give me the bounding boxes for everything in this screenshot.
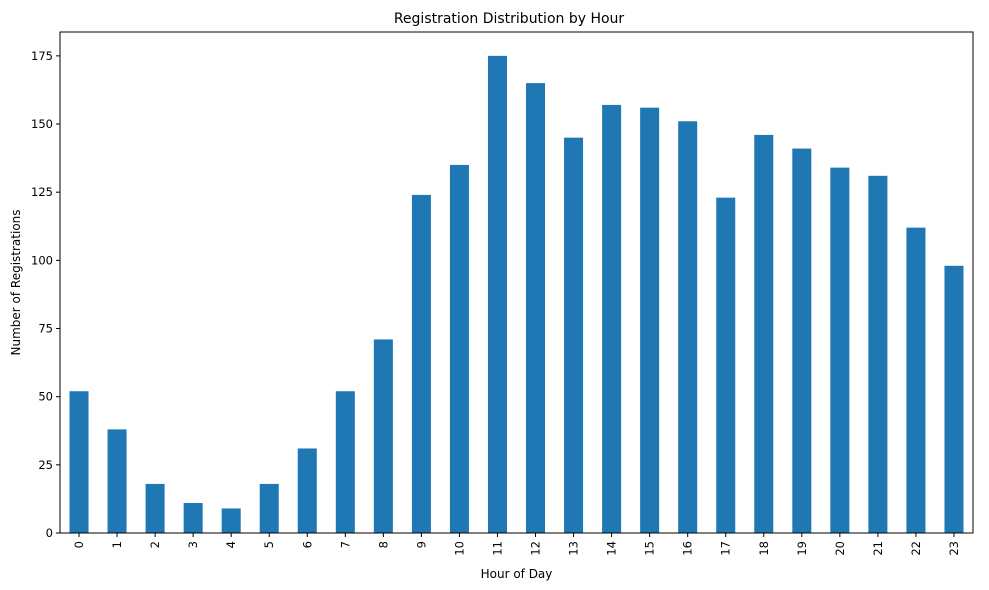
- bar-hour-6: [297, 448, 317, 533]
- x-tick-label: 12: [529, 541, 543, 556]
- y-axis-label: Number of Registrations: [9, 209, 23, 355]
- x-axis: 0 1 2 3 4 5 6 7 8 9 10 11 12 13 14 15 16 17 18 19 20 21 22 23: [72, 533, 961, 556]
- x-tick-label: 10: [452, 541, 466, 556]
- y-tick-label: 75: [38, 322, 53, 336]
- x-tick-label: 13: [567, 541, 581, 556]
- x-tick-label: 15: [643, 541, 657, 556]
- bar-hour-2: [145, 483, 165, 533]
- x-tick-label: 14: [605, 541, 619, 556]
- bar-hour-16: [678, 121, 698, 533]
- bars-group: [69, 55, 964, 534]
- bar-hour-14: [602, 104, 622, 534]
- x-tick-label: 9: [414, 541, 428, 548]
- x-axis-label: Hour of Day: [481, 567, 553, 581]
- bar-hour-23: [944, 265, 964, 533]
- x-tick-label: 8: [376, 541, 390, 548]
- bar-hour-22: [906, 227, 926, 533]
- bar-hour-21: [868, 175, 888, 533]
- bar-hour-1: [107, 429, 127, 533]
- chart-title: Registration Distribution by Hour: [394, 11, 625, 27]
- bar-hour-3: [183, 503, 203, 533]
- x-tick-label: 18: [757, 541, 771, 556]
- x-tick-label: 11: [490, 541, 504, 556]
- bar-hour-5: [259, 483, 279, 533]
- bar-hour-11: [487, 55, 507, 534]
- x-tick-label: 2: [148, 541, 162, 548]
- x-tick-label: 7: [338, 541, 352, 548]
- x-tick-label: 4: [224, 541, 238, 548]
- x-tick-label: 3: [186, 541, 200, 548]
- bar-hour-19: [792, 148, 812, 533]
- x-tick-label: 0: [72, 541, 86, 548]
- y-tick-label: 25: [38, 458, 53, 472]
- y-axis: 0 25 50 75 100 125 150 175: [31, 49, 60, 540]
- y-tick-label: 175: [31, 49, 53, 63]
- bar-hour-13: [564, 137, 584, 533]
- bar-hour-8: [373, 339, 393, 533]
- x-tick-label: 23: [947, 541, 961, 556]
- plot-frame: [59, 31, 974, 534]
- x-tick-label: 22: [909, 541, 923, 556]
- y-tick-label: 150: [31, 117, 53, 131]
- bar-hour-0: [69, 391, 89, 533]
- y-tick-label: 125: [31, 185, 53, 199]
- x-tick-label: 17: [719, 541, 733, 556]
- bar-hour-17: [716, 197, 736, 533]
- x-tick-label: 6: [300, 541, 314, 548]
- bar-hour-9: [411, 194, 431, 533]
- bar-hour-10: [449, 164, 469, 534]
- bar-hour-20: [830, 167, 850, 533]
- x-tick-label: 16: [681, 541, 695, 556]
- x-tick-label: 5: [262, 541, 276, 548]
- bar-hour-7: [335, 391, 355, 533]
- x-tick-label: 1: [110, 541, 124, 548]
- x-tick-label: 20: [833, 541, 847, 556]
- y-tick-label: 100: [31, 253, 53, 267]
- y-tick-label: 0: [46, 526, 53, 540]
- bar-hour-15: [640, 107, 660, 533]
- x-tick-label: 21: [871, 541, 885, 556]
- bar-hour-12: [526, 83, 546, 534]
- y-tick-label: 50: [38, 390, 53, 404]
- bar-hour-18: [754, 134, 774, 533]
- bar-hour-4: [221, 508, 241, 533]
- x-tick-label: 19: [795, 541, 809, 556]
